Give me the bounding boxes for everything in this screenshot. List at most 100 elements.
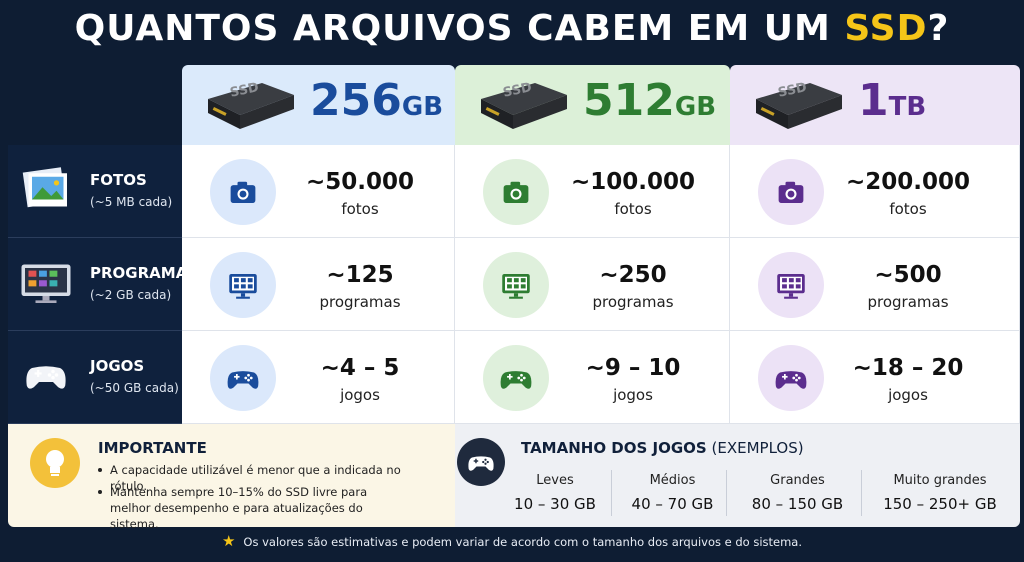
ssd-drive xyxy=(477,77,569,133)
row-icon xyxy=(18,161,74,217)
row-label-cell: FOTOS (~5 MB cada) xyxy=(8,145,182,238)
important-title: IMPORTANTE xyxy=(98,439,207,457)
size-label: Leves xyxy=(536,473,574,488)
amount: ~200.000 xyxy=(845,169,971,195)
size-label: Muito grandes xyxy=(893,473,987,488)
cell-icon xyxy=(769,263,813,307)
ssd-drive-svg xyxy=(208,83,294,129)
game-sizes-title: TAMANHO DOS JOGOS (EXEMPLOS) xyxy=(521,439,804,457)
capacity-number: 256 xyxy=(310,75,402,126)
capacity: 256GB xyxy=(310,75,443,126)
cell-icon xyxy=(769,170,813,214)
row-label-cell: PROGRAMAS (~2 GB cada) xyxy=(8,238,198,331)
row-label-cell: JOGOS (~50 GB cada) xyxy=(8,331,182,424)
unit-text: fotos xyxy=(341,200,379,218)
ssd-drive-svg xyxy=(756,83,842,129)
bulb-svg xyxy=(46,450,64,476)
cell-icon-svg xyxy=(778,181,804,203)
row-icon xyxy=(18,254,74,310)
column-header: SSD 512GB xyxy=(455,65,730,145)
cell-icon xyxy=(494,263,538,307)
divider xyxy=(611,470,612,516)
cell-icon xyxy=(221,356,265,400)
capacity-unit: GB xyxy=(401,92,444,122)
important-panel: IMPORTANTE A capacidade utilizável é meno… xyxy=(8,424,455,531)
cell-icon xyxy=(221,263,265,307)
amount: ~50.000 xyxy=(305,169,415,195)
unit-text: jogos xyxy=(340,386,380,404)
cell: ~100.000 fotos xyxy=(455,145,730,238)
row-note: (~50 GB cada) xyxy=(90,381,179,395)
cell-icon xyxy=(494,356,538,400)
unit-text: jogos xyxy=(613,386,653,404)
cell: ~250 programas xyxy=(455,238,730,331)
cell: ~50.000 fotos xyxy=(182,145,455,238)
title-highlight: SSD xyxy=(844,8,928,49)
cell-icon-svg xyxy=(503,181,529,203)
amount: ~500 xyxy=(874,262,942,288)
star: ★ xyxy=(221,532,236,550)
row-note: (~2 GB cada) xyxy=(90,288,172,302)
amount: ~18 – 20 xyxy=(852,355,964,381)
unit-text: programas xyxy=(867,293,949,311)
bullet xyxy=(98,490,102,494)
cell-icon xyxy=(494,170,538,214)
amount: ~100.000 xyxy=(570,169,696,195)
unit-text: programas xyxy=(592,293,674,311)
divider xyxy=(726,470,727,516)
capacity: 1TB xyxy=(858,75,926,126)
unit-text: fotos xyxy=(889,200,927,218)
unit-text: programas xyxy=(319,293,401,311)
pad-icon-svg xyxy=(468,456,494,471)
cell-icon-svg xyxy=(775,371,807,389)
row-icon-svg xyxy=(22,167,67,208)
size-range: 10 – 30 GB xyxy=(514,495,596,513)
pad-icon xyxy=(463,444,499,480)
cell-icon-svg xyxy=(227,371,259,389)
column-header: SSD 1TB xyxy=(730,65,1020,145)
capacity-number: 512 xyxy=(583,75,675,126)
footer: ★ Os valores são estimativas e podem vari… xyxy=(0,532,1024,550)
bulb-icon xyxy=(38,444,72,482)
title-prefix: QUANTOS ARQUIVOS CABEM EM UM xyxy=(74,8,831,49)
cell: ~500 programas xyxy=(730,238,1020,331)
row-label: PROGRAMAS xyxy=(90,264,199,282)
size-label: Grandes xyxy=(770,473,825,488)
size-range: 80 – 150 GB xyxy=(751,495,844,513)
cell-icon-svg xyxy=(777,274,805,299)
bullet xyxy=(98,468,102,472)
important-item: A capacidade utilizável é menor que a in… xyxy=(110,463,401,493)
unit-text: fotos xyxy=(614,200,652,218)
ssd-drive xyxy=(752,77,844,133)
important-item: Mantenha sempre 10–15% do SSD livre para… xyxy=(110,485,368,531)
row-icon xyxy=(18,347,74,403)
cell: ~125 programas xyxy=(182,238,455,331)
capacity-unit: TB xyxy=(888,92,927,122)
row-note: (~5 MB cada) xyxy=(90,195,173,209)
amount: ~250 xyxy=(599,262,667,288)
row-label: JOGOS xyxy=(90,357,145,375)
ssd-drive-svg xyxy=(481,83,567,129)
row-icon-svg xyxy=(21,264,71,303)
cell-icon-svg xyxy=(500,371,532,389)
game-sizes-subtitle: (EXEMPLOS) xyxy=(711,439,804,457)
amount: ~125 xyxy=(326,262,394,288)
cell-icon-svg xyxy=(229,274,257,299)
size-range: 150 – 250+ GB xyxy=(883,495,997,513)
cell-icon xyxy=(769,356,813,400)
column-header: SSD 256GB xyxy=(182,65,455,145)
game-sizes-heading: TAMANHO DOS JOGOS xyxy=(521,439,707,457)
capacity: 512GB xyxy=(583,75,716,126)
cell-icon xyxy=(221,170,265,214)
row-label: FOTOS xyxy=(90,171,147,189)
amount: ~9 – 10 xyxy=(585,355,681,381)
capacity-unit: GB xyxy=(674,92,717,122)
cell-icon-svg xyxy=(502,274,530,299)
cell-icon-svg xyxy=(230,181,256,203)
unit-text: jogos xyxy=(888,386,928,404)
title: QUANTOS ARQUIVOS CABEM EM UM SSD? xyxy=(0,8,1024,49)
cell: ~9 – 10 jogos xyxy=(455,331,730,424)
row-icon-svg xyxy=(26,366,66,389)
cell: ~18 – 20 jogos xyxy=(730,331,1020,424)
